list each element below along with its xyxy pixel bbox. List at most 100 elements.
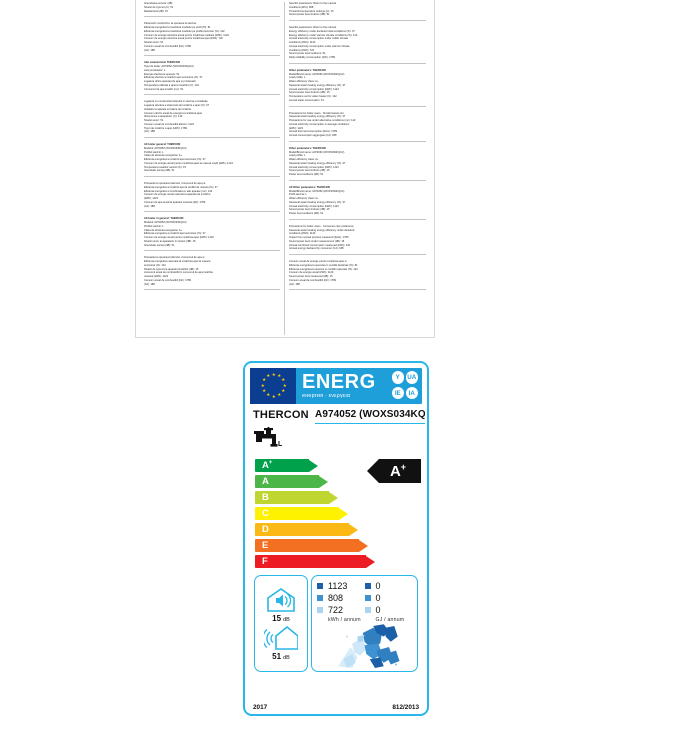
- datasheet-right-line: Model/Brand name: A974052 (WOXS034KQC2): [289, 150, 345, 154]
- datasheet-left-line: (GJ): 188: [144, 204, 155, 208]
- datasheet-left-block-6: Precautie la operarea boilerului, Consum…: [144, 182, 280, 213]
- climate-swatch-1: [317, 583, 323, 589]
- datasheet-left-block-3: Alte caracteristici THERCON Tipul de boil…: [144, 61, 280, 96]
- datasheet-left-line: Clasa de eficienta energetica: A+: [144, 154, 182, 158]
- eu-star: ★: [262, 377, 267, 383]
- divider: [144, 16, 280, 18]
- datasheet-right-line: Consum anual de combustibil (litri): 178…: [289, 278, 336, 282]
- datasheet-left-line: Clasa de eficienta energetica: A+: [144, 228, 182, 232]
- gj-value-2: 0: [375, 592, 381, 603]
- gj-value-3: 0: [375, 604, 381, 615]
- datasheet-left-line: Energie efectiva la operare: 51: [144, 72, 180, 76]
- supplier-model-row: THERCON A974052 (WOXS034KQC2: [253, 409, 425, 425]
- datasheet-left-line: Precautie la operarea boilerului, Consum…: [144, 256, 205, 260]
- datasheet-right-line: conditions (kWh): 722: [289, 48, 315, 52]
- datasheet-right-line: Seasonal water heating energy efficiency…: [289, 115, 346, 119]
- divider: [289, 140, 426, 142]
- datasheet-right-line: Sound power level indoors (dB): 15: [289, 91, 330, 95]
- indoor-noise-item: 15 dB: [264, 587, 298, 623]
- divider: [144, 211, 280, 213]
- divider: [144, 55, 280, 57]
- energ-subtitle: енергия · ενεργεια: [302, 392, 351, 399]
- datasheet-left-line: consumul anual de combustibil in consumu…: [144, 271, 213, 275]
- datasheet-left-line: (GJ): 188: [144, 282, 155, 286]
- divider: [144, 250, 280, 252]
- energy-class-bar-a: A: [255, 474, 375, 489]
- energy-class-bar-c: C: [255, 506, 375, 521]
- datasheet-right-line: Specific parameters: Refer to the manual: [289, 26, 337, 29]
- language-badge-ua: UA: [405, 371, 418, 384]
- kwh-value-3: 722: [328, 604, 344, 615]
- datasheet-right-heading: Other parameters: THERCON: [289, 146, 326, 150]
- datasheet-right-block-5: Other parameters: THERCON Model/Brand nam…: [289, 147, 426, 181]
- datasheet-right-line: Annual electricity consumption under col…: [289, 37, 349, 41]
- datasheet-left-line: sezoniera (%): 142: [144, 263, 166, 267]
- datasheet-left-line: Modelul: A974052 (WOXS034KQC2): [144, 146, 187, 150]
- kwh-column: 1123 808 722: [317, 580, 365, 616]
- datasheet-right-line: Daily reliability consumption (24h): 178…: [289, 56, 335, 59]
- datasheet-right-line: Threshold temperature settings (C): 15: [289, 9, 334, 13]
- datasheet-left-line: masurat (kWh): 1123: [144, 275, 169, 278]
- kwh-value-2: 808: [328, 592, 344, 603]
- datasheet-left-line: Eficienta energetica a incalzirii apei s…: [144, 232, 206, 236]
- rated-class-text: A+: [389, 462, 407, 480]
- datasheet-right-heading: All Other parameters: THERCON: [289, 185, 330, 189]
- datasheet-right-line: Sound power level outdoors: 51: [289, 52, 326, 56]
- divider: [289, 105, 426, 107]
- datasheet-left-line: Consum de energie electrica anual pentru…: [144, 33, 229, 37]
- eu-star: ★: [281, 388, 286, 394]
- divider: [144, 176, 280, 177]
- datasheet-left-line: Modelul: A974052 (WOXS034KQC2): [144, 221, 187, 224]
- energy-class-bar-aplus: A+: [255, 459, 375, 473]
- gj-row-2: 0: [364, 592, 413, 604]
- datasheet-right-line: Consum de energie anual (kWh): 1123: [289, 271, 334, 275]
- datasheet-left-line: Eficienta energetica la incalzirea mediu…: [144, 29, 225, 33]
- divider: [289, 62, 426, 64]
- datasheet-left-block-1: Intensitatea sonora: (dB) Nivelul de zgom…: [144, 2, 280, 18]
- climate-swatch-3: [317, 607, 323, 613]
- datasheet-right-line: Annual electricity consumption (kWh): 11…: [289, 165, 339, 169]
- energy-class-bar-b: B: [255, 490, 375, 505]
- kwh-row-1: 1123: [317, 580, 365, 592]
- datasheet-right-line: Annual consumption aggregate (GJ): 188: [289, 134, 337, 137]
- datasheet-right-line: conditions (kWh): 1123: [289, 41, 316, 44]
- datasheet-left-line: Tipuri de incalzire a apei (kWh): 1789: [144, 126, 187, 130]
- model-identifier: A974052 (WOXS034KQC2: [315, 409, 425, 420]
- datasheet-left-line: Consum anual de combustibil (litri): 178…: [144, 278, 191, 282]
- datasheet-left-line: Legatura efectiva a sistemului de incalz…: [144, 104, 210, 107]
- datasheet-right-block-4: Precautions for boiler users - Similar f…: [289, 112, 426, 142]
- datasheet-right-line: Power level outdoors (dB): 51: [289, 212, 324, 215]
- kwh-row-2: 808: [317, 592, 365, 604]
- datasheet-left-block-2: Parametrii constructivi, la operarea la …: [144, 22, 280, 57]
- label-year: 2017: [253, 704, 268, 711]
- europe-climate-map: [338, 624, 400, 668]
- outdoor-noise-unit: dB: [283, 654, 290, 661]
- eu-star: ★: [271, 393, 276, 399]
- regulation-number: 812/2013: [392, 704, 419, 711]
- label-footer: 2017 812/2013: [253, 704, 419, 711]
- product-datasheet-page: Intensitatea sonora: (dB) Nivelul de zgom…: [135, 0, 435, 338]
- datasheet-left-line: Consum de energie anual pentru incalzire…: [144, 236, 214, 239]
- datasheet-left-line: Intensitate sonora (dB): 51: [144, 169, 175, 173]
- datasheet-left-line: Eficienta energetica masurata la incalzi…: [144, 260, 211, 263]
- eu-star: ★: [271, 371, 276, 377]
- datasheet-right-line: Load profile: L: [289, 154, 306, 158]
- datasheet-left-line: Consum anual de combustibil aferent: 112…: [144, 122, 194, 126]
- datasheet-left-block-8: Precautie la operarea boilerului, Consum…: [144, 256, 280, 291]
- datasheet-left-line: Intensitate sonora (dB): 51: [144, 243, 175, 247]
- datasheet-left-line: Eficienta energetica la incalzirea mediu…: [144, 26, 211, 29]
- datasheet-right-block-8: Consum anual de energie pentru incalzire…: [289, 260, 426, 291]
- datasheet-left-line: Lista produselor: L: [144, 68, 166, 72]
- climate-swatch-2: [364, 595, 371, 601]
- datasheet-left-line: Profilul sarcinii: L: [144, 150, 164, 154]
- datasheet-left-heading: Alt boiler general: THERCON: [144, 143, 181, 146]
- datasheet-right-line: Sound power level indoors (dB): 15: [289, 208, 330, 212]
- language-badge-ie: IE: [391, 386, 404, 400]
- eu-star: ★: [266, 373, 271, 379]
- datasheet-right-line: Precautions for boiler users - Similar f…: [289, 111, 344, 115]
- datasheet-left-block-5: Alt boiler general: THERCON Modelul: A974…: [144, 143, 280, 177]
- datasheet-right-block-2: Specific parameters: Refer to the manual…: [289, 26, 426, 64]
- divider: [289, 179, 426, 181]
